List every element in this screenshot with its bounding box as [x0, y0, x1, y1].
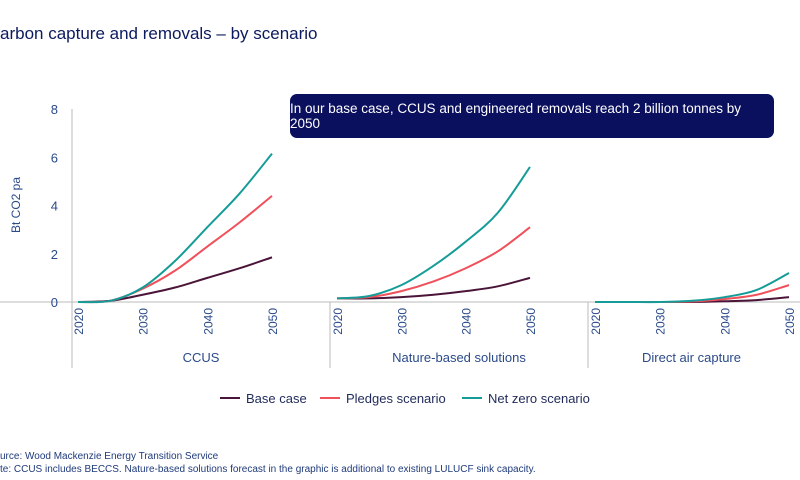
panel-label: Nature-based solutions — [392, 350, 526, 365]
legend-label: Base case — [246, 391, 307, 406]
series-line-net-zero-scenario — [336, 166, 531, 300]
panel-label: Direct air capture — [642, 350, 741, 365]
y-tick-label: 0 — [51, 295, 58, 310]
x-tick-label: 2030 — [654, 308, 668, 335]
y-tick-label: 4 — [51, 199, 58, 214]
x-tick-label: 2020 — [589, 308, 603, 335]
callout-text: In our base case, CCUS and engineered re… — [290, 101, 742, 131]
series-line-pledges-scenario — [77, 195, 273, 304]
x-tick-label: 2050 — [783, 308, 797, 335]
series-line-net-zero-scenario — [77, 153, 273, 304]
x-tick-label: 2020 — [331, 308, 345, 335]
series-line-base-case — [77, 256, 273, 303]
y-tick-label: 6 — [51, 150, 58, 165]
series-line-pledges-scenario — [336, 226, 531, 300]
x-tick-label: 2040 — [201, 308, 215, 335]
chart-title: arbon capture and removals – by scenario — [0, 24, 318, 43]
legend-label: Net zero scenario — [488, 391, 590, 406]
x-tick-label: 2050 — [524, 308, 538, 335]
legend-label: Pledges scenario — [346, 391, 446, 406]
x-tick-label: 2040 — [460, 308, 474, 335]
x-tick-label: 2030 — [137, 308, 151, 335]
footnotes: urce: Wood Mackenzie Energy Transition S… — [0, 450, 536, 476]
callout-box: In our base case, CCUS and engineered re… — [290, 94, 774, 138]
source-note: urce: Wood Mackenzie Energy Transition S… — [0, 451, 219, 462]
y-tick-label: 8 — [51, 102, 58, 117]
panel-label: CCUS — [183, 350, 220, 365]
note-text: te: CCUS includes BECCS. Nature-based so… — [0, 464, 536, 475]
x-tick-label: 2030 — [395, 308, 409, 335]
series-line-net-zero-scenario — [595, 272, 790, 304]
y-axis-label: Bt CO2 pa — [9, 177, 23, 233]
x-tick-label: 2020 — [72, 308, 86, 335]
x-tick-label: 2050 — [266, 308, 280, 335]
series-line-base-case — [336, 276, 531, 300]
y-tick-label: 2 — [51, 247, 58, 262]
x-tick-label: 2040 — [718, 308, 732, 335]
